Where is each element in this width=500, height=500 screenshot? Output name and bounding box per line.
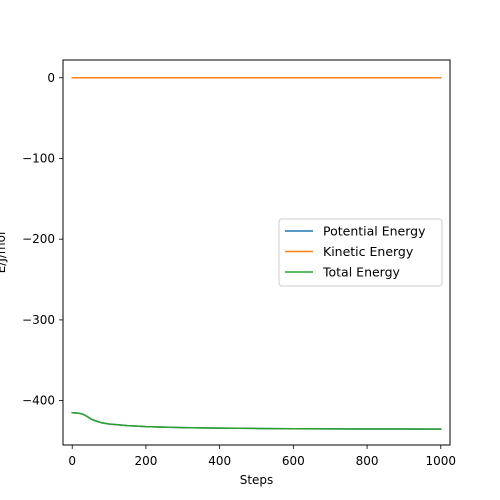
plot-area bbox=[71, 77, 442, 430]
y-axis-ticks: 0 −100 −200 −300 −400 bbox=[22, 71, 63, 408]
y-tick-label: −300 bbox=[22, 313, 55, 327]
x-tick-label: 0 bbox=[68, 454, 76, 468]
axes-frame bbox=[62, 59, 451, 446]
legend-entry: Potential Energy bbox=[323, 224, 426, 239]
x-axis-ticks: 0 200 400 600 800 1000 bbox=[68, 445, 456, 468]
legend-entry: Kinetic Energy bbox=[323, 244, 414, 259]
x-axis-label: Steps bbox=[240, 473, 274, 487]
y-tick-label: −400 bbox=[22, 394, 55, 408]
series-line-total-energy bbox=[71, 411, 442, 430]
axes-border bbox=[62, 59, 451, 446]
legend-entry: Total Energy bbox=[322, 265, 401, 280]
y-axis-label: E/J/mol bbox=[0, 232, 8, 274]
x-tick-label: 1000 bbox=[426, 454, 457, 468]
y-tick-label: 0 bbox=[47, 71, 55, 85]
x-tick-label: 800 bbox=[356, 454, 379, 468]
y-tick-label: −100 bbox=[22, 151, 55, 165]
y-tick-label: −200 bbox=[22, 232, 55, 246]
legend: Potential Energy Kinetic Energy Total Ener… bbox=[278, 218, 443, 287]
x-tick-label: 400 bbox=[208, 454, 231, 468]
x-tick-label: 600 bbox=[282, 454, 305, 468]
x-tick-label: 200 bbox=[134, 454, 157, 468]
legend-box bbox=[278, 218, 443, 287]
